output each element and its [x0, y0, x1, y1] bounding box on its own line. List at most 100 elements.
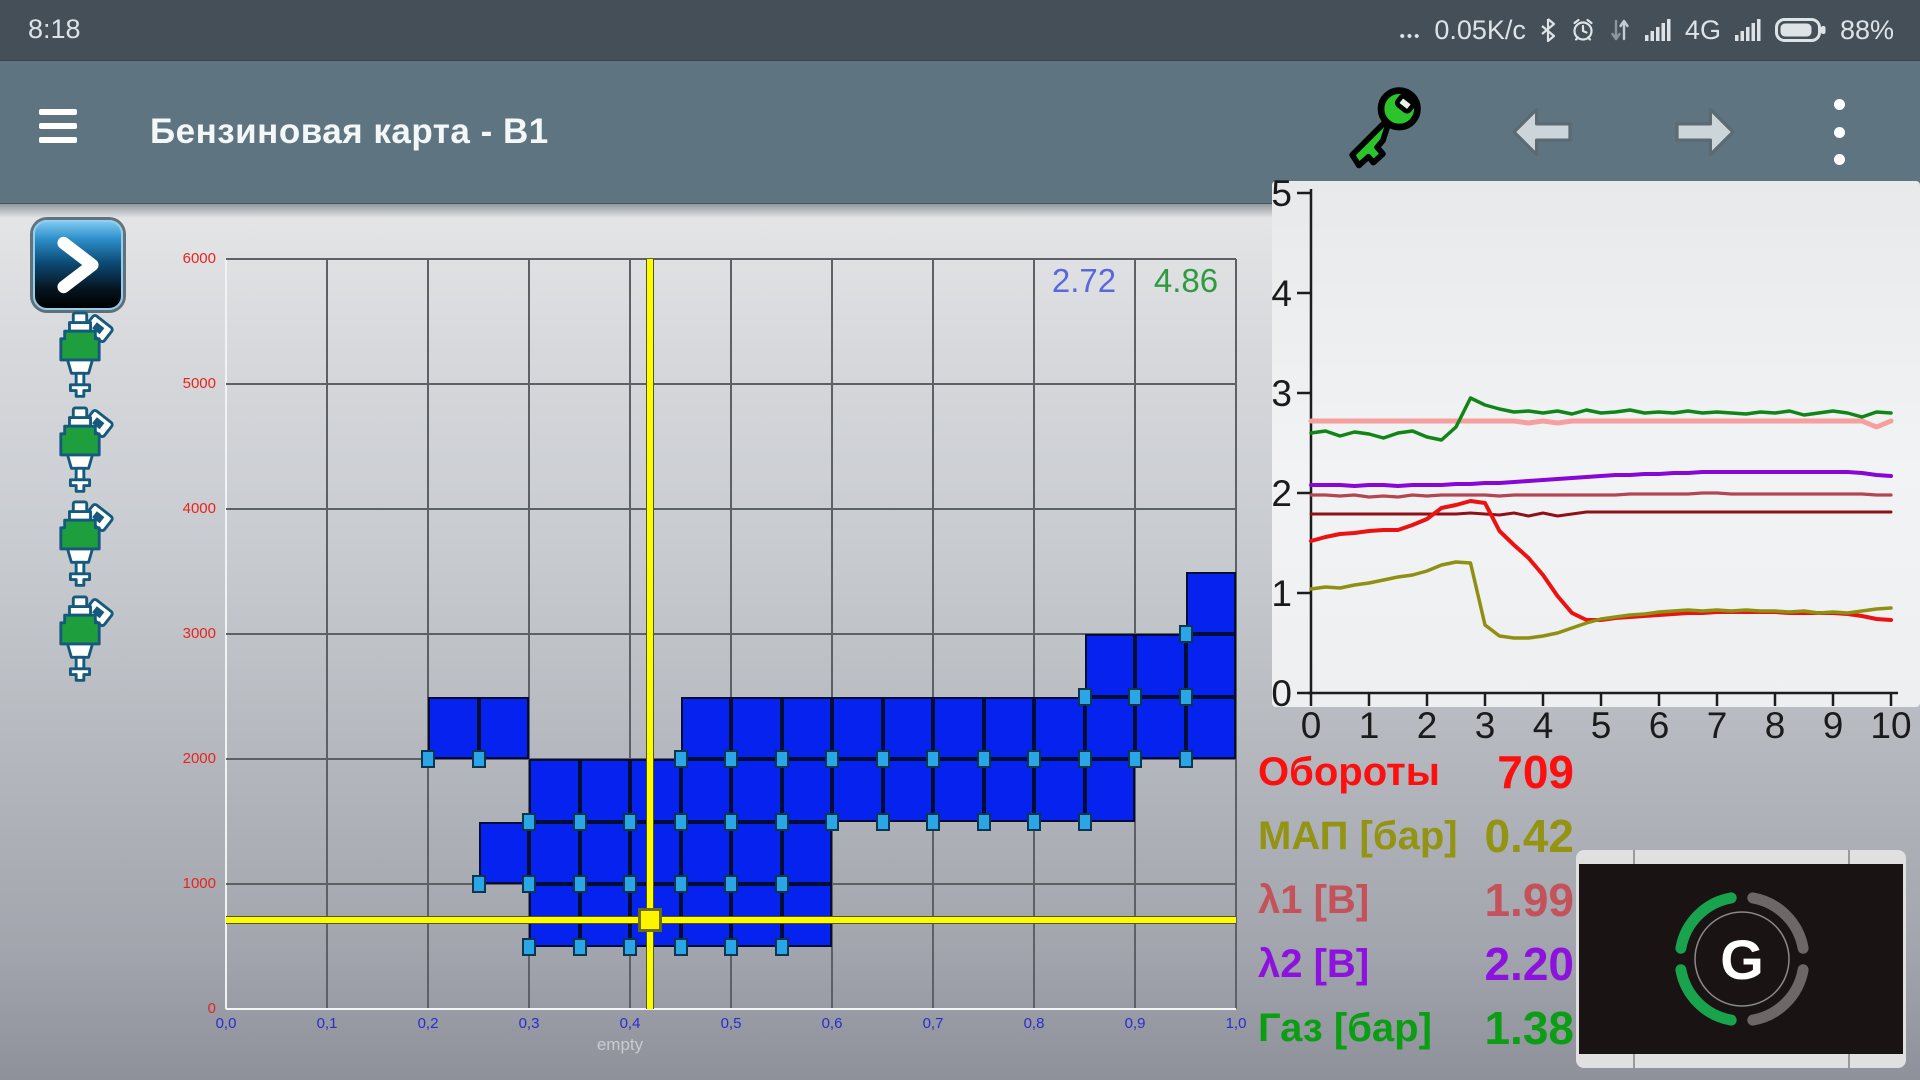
map-cell[interactable] — [1185, 571, 1236, 634]
cell-marker[interactable] — [1077, 687, 1092, 706]
injector-icon[interactable] — [41, 406, 119, 498]
cell-marker[interactable] — [1128, 750, 1142, 768]
map-cell[interactable] — [630, 759, 681, 822]
cell-marker[interactable] — [471, 875, 486, 893]
cell-marker[interactable] — [774, 812, 789, 831]
map-cell[interactable] — [1084, 696, 1135, 759]
cell-marker[interactable] — [774, 937, 789, 956]
map-cell[interactable] — [529, 821, 580, 884]
map-cell[interactable] — [983, 759, 1034, 822]
cell-marker[interactable] — [572, 875, 587, 893]
map-cell[interactable] — [1084, 634, 1135, 697]
map-cell[interactable] — [1034, 696, 1085, 759]
cell-marker[interactable] — [421, 750, 435, 768]
readout-row: Газ [бар] 1.38 — [1258, 1000, 1574, 1056]
cell-marker[interactable] — [724, 937, 738, 956]
cell-marker[interactable] — [471, 750, 486, 768]
key-icon[interactable] — [1332, 80, 1430, 176]
cell-marker[interactable] — [926, 812, 940, 831]
map-cell[interactable] — [579, 821, 630, 884]
injector-icon[interactable] — [41, 311, 119, 403]
map-cell[interactable] — [1185, 696, 1236, 759]
injector-icon[interactable] — [41, 595, 119, 687]
readout-label: λ2 [В] — [1258, 941, 1370, 986]
map-cell[interactable] — [680, 696, 731, 759]
map-cell[interactable] — [579, 759, 630, 822]
cell-marker[interactable] — [825, 812, 839, 831]
map-cell[interactable] — [1084, 759, 1135, 822]
cell-marker[interactable] — [1128, 687, 1142, 706]
trend-x-tick-label: 7 — [1707, 705, 1728, 746]
cell-marker[interactable] — [522, 812, 536, 831]
cell-marker[interactable] — [774, 875, 789, 893]
cell-marker[interactable] — [724, 750, 738, 768]
map-cell[interactable] — [731, 821, 782, 884]
cell-marker[interactable] — [623, 937, 637, 956]
cell-marker[interactable] — [976, 750, 991, 768]
cell-marker[interactable] — [572, 812, 587, 831]
injector-icon[interactable] — [41, 500, 119, 592]
map-cell[interactable] — [529, 884, 580, 947]
map-cell[interactable] — [731, 696, 782, 759]
map-cell[interactable] — [529, 759, 580, 822]
map-cell[interactable] — [478, 821, 529, 884]
readout-value: 709 — [1497, 746, 1574, 798]
map-cell[interactable] — [478, 696, 529, 759]
cell-marker[interactable] — [623, 812, 637, 831]
map-cell[interactable] — [832, 759, 883, 822]
map-cell[interactable] — [882, 759, 933, 822]
hamburger-menu-icon[interactable] — [39, 109, 77, 151]
map-cell[interactable] — [1135, 634, 1186, 697]
cell-marker[interactable] — [875, 750, 890, 768]
cell-marker[interactable] — [1178, 687, 1193, 706]
cell-marker[interactable] — [926, 750, 940, 768]
map-cell[interactable] — [680, 759, 731, 822]
cell-marker[interactable] — [522, 937, 536, 956]
map-cell[interactable] — [933, 759, 984, 822]
map-cell[interactable] — [630, 821, 681, 884]
signal-bars-icon — [1644, 19, 1671, 41]
map-cell[interactable] — [731, 884, 782, 947]
cell-marker[interactable] — [1077, 812, 1092, 831]
map-cell[interactable] — [933, 696, 984, 759]
overflow-menu-icon[interactable] — [1826, 99, 1852, 165]
map-cell[interactable] — [781, 759, 832, 822]
sidebar-expand-button[interactable] — [33, 220, 123, 310]
map-gridline-h — [226, 508, 1236, 510]
cell-marker[interactable] — [522, 875, 536, 893]
cell-marker[interactable] — [1027, 812, 1041, 831]
cell-marker[interactable] — [673, 875, 688, 893]
cell-marker[interactable] — [1077, 750, 1092, 768]
cell-marker[interactable] — [673, 812, 688, 831]
map-cell[interactable] — [882, 696, 933, 759]
cell-marker[interactable] — [875, 812, 890, 831]
map-cell[interactable] — [680, 821, 731, 884]
cell-marker[interactable] — [724, 875, 738, 893]
cell-marker[interactable] — [572, 937, 587, 956]
map-cell[interactable] — [983, 696, 1034, 759]
map-cell[interactable] — [781, 696, 832, 759]
cell-marker[interactable] — [1027, 750, 1041, 768]
map-cell[interactable] — [781, 884, 832, 947]
cell-marker[interactable] — [1178, 750, 1193, 768]
cell-marker[interactable] — [1178, 625, 1193, 643]
map-cell[interactable] — [680, 884, 731, 947]
cell-marker[interactable] — [673, 937, 688, 956]
cell-marker[interactable] — [623, 875, 637, 893]
map-cell[interactable] — [832, 696, 883, 759]
gas-petrol-switch-button[interactable]: G — [1576, 850, 1906, 1068]
map-cell[interactable] — [1185, 634, 1236, 697]
map-cell[interactable] — [731, 759, 782, 822]
cell-marker[interactable] — [976, 812, 991, 831]
cell-marker[interactable] — [825, 750, 839, 768]
map-cell[interactable] — [428, 696, 479, 759]
map-cell[interactable] — [1135, 696, 1186, 759]
cell-marker[interactable] — [774, 750, 789, 768]
arrow-left-icon[interactable] — [1506, 104, 1578, 160]
cell-marker[interactable] — [673, 750, 688, 768]
map-cell[interactable] — [1034, 759, 1085, 822]
map-cell[interactable] — [579, 884, 630, 947]
arrow-right-icon[interactable] — [1669, 104, 1741, 160]
cell-marker[interactable] — [724, 812, 738, 831]
map-cell[interactable] — [781, 821, 832, 884]
